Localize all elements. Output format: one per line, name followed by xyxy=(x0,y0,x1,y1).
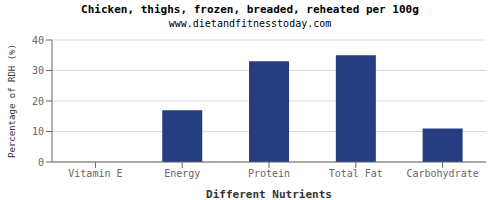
svg-text:Total Fat: Total Fat xyxy=(329,168,383,179)
svg-text:10: 10 xyxy=(32,126,44,137)
svg-text:0: 0 xyxy=(38,157,44,168)
svg-text:Percentage of RDH (%): Percentage of RDH (%) xyxy=(8,44,17,158)
svg-text:20: 20 xyxy=(32,96,44,107)
svg-text:Energy: Energy xyxy=(164,168,200,179)
svg-text:Protein: Protein xyxy=(248,168,290,179)
svg-text:30: 30 xyxy=(32,65,44,76)
html-text:Chicken, thighs, frozen, bread: Chicken, thighs, frozen, breaded, reheat… xyxy=(81,3,419,16)
svg-text:Vitamin E: Vitamin E xyxy=(68,168,122,179)
svg-text:Different Nutrients: Different Nutrients xyxy=(206,188,332,200)
svg-text:Carbohydrate: Carbohydrate xyxy=(406,168,478,179)
html-text:www.dietandfitnesstoday.com: www.dietandfitnesstoday.com xyxy=(168,18,332,29)
svg-text:40: 40 xyxy=(32,35,44,46)
